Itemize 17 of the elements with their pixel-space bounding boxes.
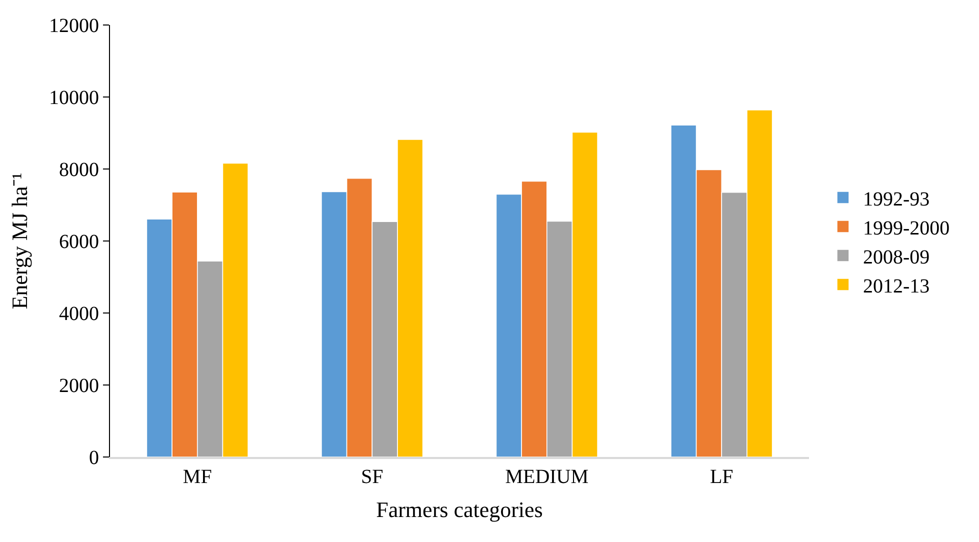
y-tick-label: 12000 — [49, 15, 99, 37]
legend-label: 2008-09 — [862, 246, 930, 268]
y-tick-label: 0 — [89, 447, 99, 469]
x-tick-label: MF — [182, 466, 212, 488]
legend-label: 1992-93 — [862, 188, 930, 210]
x-axis-title: Farmers categories — [376, 497, 543, 522]
x-tick-label: SF — [361, 466, 384, 488]
y-tick-label: 8000 — [59, 159, 99, 181]
legend-label: 1999-2000 — [862, 217, 950, 240]
y-tick-label: 6000 — [59, 231, 99, 253]
y-tick-label: 4000 — [59, 303, 99, 325]
x-tick-label: LF — [710, 466, 734, 488]
x-tick-label: MEDIUM — [505, 466, 589, 488]
legend-label: 2012-13 — [862, 275, 930, 298]
y-axis-title: Energy MJ ha⁻¹ — [6, 172, 32, 310]
y-tick-label: 2000 — [59, 375, 99, 397]
y-tick-label: 10000 — [49, 87, 99, 109]
